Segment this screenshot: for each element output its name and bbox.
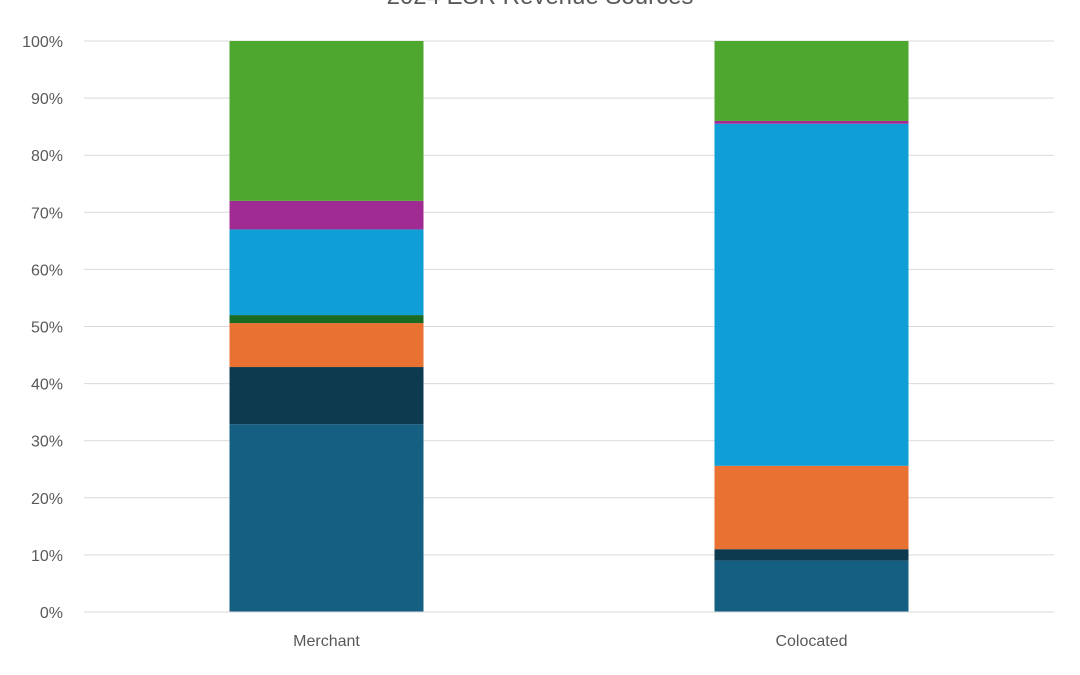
bar-segment-colocated-6 [714, 120, 909, 124]
y-tick-label: 40% [31, 377, 63, 394]
chart-title: 2024 ESR Revenue Sources [387, 0, 694, 10]
y-axis-tick-labels: 0% 10% 20% 30% 40% 50% 60% 70% 80% 90% 100% [22, 34, 63, 622]
y-tick-label: 30% [31, 434, 63, 451]
x-axis-tick-labels: Merchant Colocated [293, 633, 847, 650]
y-tick-label: 10% [31, 548, 63, 565]
bar-segment-merchant-5 [229, 229, 424, 316]
y-tick-label: 100% [22, 34, 63, 51]
bar-segment-colocated-2 [714, 549, 909, 561]
y-tick-label: 60% [31, 262, 63, 279]
bar-segment-merchant-2 [229, 367, 424, 425]
x-tick-label: Merchant [293, 633, 360, 650]
x-tick-label: Colocated [775, 633, 847, 650]
bar-segment-colocated-5 [714, 123, 909, 466]
bar-segment-colocated-1 [714, 560, 909, 612]
bar-segment-merchant-4 [229, 315, 424, 324]
bar-segment-merchant-7 [229, 41, 424, 201]
bar-segment-merchant-1 [229, 424, 424, 612]
bar-segment-merchant-6 [229, 200, 424, 230]
bar-segment-colocated-3 [714, 465, 909, 550]
y-tick-label: 70% [31, 205, 63, 222]
y-tick-label: 80% [31, 148, 63, 165]
bar-segment-colocated-7 [714, 41, 909, 121]
y-tick-label: 90% [31, 91, 63, 108]
bars [84, 41, 1054, 613]
y-tick-label: 20% [31, 491, 63, 508]
y-tick-label: 0% [40, 605, 63, 622]
bar-segment-merchant-3 [229, 323, 424, 368]
y-tick-label: 50% [31, 320, 63, 337]
